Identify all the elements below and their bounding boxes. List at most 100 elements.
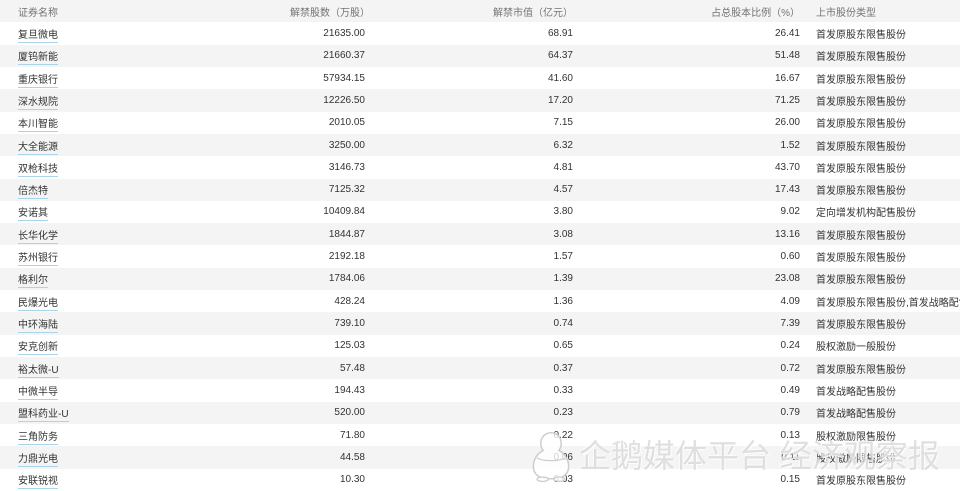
unlock-market-value: 0.22	[553, 429, 573, 441]
share-type-value: 首发原股东限售股份,首发战略配售股份	[816, 297, 960, 309]
unlock-market-value: 0.33	[553, 384, 573, 396]
share-type-value: 首发原股东限售股份	[816, 364, 906, 376]
unlock-market-value: 0.06	[553, 451, 573, 463]
security-name-link[interactable]: 三角防务	[18, 431, 58, 445]
equity-ratio-value: 0.15	[780, 474, 800, 486]
col-header-share-type: 上市股份类型	[816, 7, 876, 19]
unlock-shares-value: 520.00	[334, 407, 365, 419]
security-name-link[interactable]: 倍杰特	[18, 186, 48, 200]
share-type-value: 定向增发机构配售股份	[816, 208, 916, 220]
col-header-security-name: 证券名称	[18, 7, 58, 19]
security-name-link[interactable]: 复旦微电	[18, 29, 58, 43]
table-row: 裕太微-U 57.48 0.37 0.72 首发原股东限售股份	[0, 357, 960, 380]
equity-ratio-value: 0.13	[780, 429, 800, 441]
equity-ratio-value: 26.41	[774, 27, 800, 39]
security-name-link[interactable]: 深水规院	[18, 96, 58, 110]
unlock-market-value: 7.15	[553, 117, 573, 129]
table-row: 大全能源 3250.00 6.32 1.52 首发原股东限售股份	[0, 133, 960, 157]
equity-ratio-value: 0.49	[780, 384, 800, 396]
security-name-link[interactable]: 重庆银行	[18, 74, 58, 88]
unlock-market-value: 4.81	[553, 161, 573, 173]
table-row: 民爆光电 428.24 1.36 4.09 首发原股东限售股份,首发战略配售股份	[0, 290, 960, 313]
security-name-link[interactable]: 裕太微-U	[18, 364, 59, 378]
unlock-market-value: 4.57	[553, 184, 573, 196]
equity-ratio-value: 71.25	[774, 94, 800, 106]
share-type-value: 首发原股东限售股份	[816, 476, 906, 488]
unlock-shares-value: 2010.05	[328, 117, 365, 129]
table-row: 三角防务 71.80 0.22 0.13 股权激励限售股份	[0, 423, 960, 447]
table-row: 双枪科技 3146.73 4.81 43.70 首发原股东限售股份	[0, 156, 960, 179]
security-name-link[interactable]: 格利尔	[18, 275, 48, 289]
security-name-link[interactable]: 大全能源	[18, 141, 58, 155]
unlock-shares-value: 57934.15	[323, 72, 365, 84]
share-type-value: 首发战略配售股份	[816, 386, 896, 398]
security-name-link[interactable]: 厦钨新能	[18, 52, 58, 66]
unlock-shares-value: 10.30	[339, 474, 365, 486]
col-header-equity-ratio: 占总股本比例（%）	[711, 7, 800, 19]
share-type-value: 首发战略配售股份	[816, 409, 896, 421]
security-name-link[interactable]: 力鼎光电	[18, 453, 58, 467]
unlock-market-value: 1.57	[553, 251, 573, 263]
table-row: 倍杰特 7125.32 4.57 17.43 首发原股东限售股份	[0, 178, 960, 201]
unlock-market-value: 0.37	[553, 362, 573, 374]
equity-ratio-value: 13.16	[774, 228, 800, 240]
security-name-link[interactable]: 苏州银行	[18, 253, 58, 267]
share-type-value: 首发原股东限售股份	[816, 52, 906, 64]
share-type-value: 股权激励限售股份	[816, 453, 896, 465]
share-type-value: 首发原股东限售股份	[816, 186, 906, 198]
security-name-link[interactable]: 安克创新	[18, 342, 58, 356]
unlock-shares-value: 44.58	[339, 451, 365, 463]
table-row: 复旦微电 21635.00 68.91 26.41 首发原股东限售股份	[0, 22, 960, 45]
equity-ratio-value: 9.02	[780, 206, 800, 218]
unlock-market-value: 64.37	[547, 50, 573, 62]
table-row: 长华化学 1844.87 3.08 13.16 首发原股东限售股份	[0, 223, 960, 246]
share-type-value: 首发原股东限售股份	[816, 119, 906, 131]
equity-ratio-value: 0.24	[780, 340, 800, 352]
table-row: 安诺其 10409.84 3.80 9.02 定向增发机构配售股份	[0, 200, 960, 224]
unlock-market-value: 3.08	[553, 228, 573, 240]
unlock-market-value: 0.65	[553, 340, 573, 352]
security-name-link[interactable]: 长华化学	[18, 230, 58, 244]
security-name-link[interactable]: 安联锐视	[18, 476, 58, 490]
equity-ratio-value: 17.43	[774, 184, 800, 196]
equity-ratio-value: 26.00	[774, 117, 800, 129]
security-name-link[interactable]: 中微半导	[18, 386, 58, 400]
equity-ratio-value: 7.39	[780, 318, 800, 330]
table-row: 格利尔 1784.06 1.39 23.08 首发原股东限售股份	[0, 267, 960, 291]
equity-ratio-value: 23.08	[774, 273, 800, 285]
share-type-value: 股权激励限售股份	[816, 431, 896, 443]
header-row: 证券名称 解禁股数（万股） 解禁市值（亿元） 占总股本比例（%） 上市股份类型	[0, 0, 960, 23]
unlock-shares-value: 1844.87	[328, 228, 365, 240]
share-type-value: 首发原股东限售股份	[816, 141, 906, 153]
table-row: 力鼎光电 44.58 0.06 0.11 股权激励限售股份	[0, 446, 960, 469]
unlock-market-value: 0.23	[553, 407, 573, 419]
table-row: 苏州银行 2192.18 1.57 0.60 首发原股东限售股份	[0, 245, 960, 268]
col-header-unlock-value: 解禁市值（亿元）	[493, 7, 573, 19]
unlock-market-value: 0.74	[553, 318, 573, 330]
security-name-link[interactable]: 民爆光电	[18, 297, 58, 311]
share-type-value: 股权激励一般股份	[816, 342, 896, 354]
security-name-link[interactable]: 本川智能	[18, 119, 58, 133]
unlock-shares-value: 428.24	[334, 295, 365, 307]
unlock-shares-value: 739.10	[334, 318, 365, 330]
table-row: 中环海陆 739.10 0.74 7.39 首发原股东限售股份	[0, 312, 960, 335]
security-name-link[interactable]: 安诺其	[18, 208, 48, 222]
unlock-market-value: 0.03	[553, 474, 573, 486]
equity-ratio-value: 51.48	[774, 50, 800, 62]
unlock-shares-value: 3146.73	[328, 161, 365, 173]
unlock-market-value: 1.36	[553, 295, 573, 307]
security-name-link[interactable]: 中环海陆	[18, 320, 58, 334]
unlock-shares-value: 194.43	[334, 384, 365, 396]
unlock-shares-value: 2192.18	[328, 251, 365, 263]
unlock-market-value: 3.80	[553, 206, 573, 218]
share-type-value: 首发原股东限售股份	[816, 96, 906, 108]
table-row: 安克创新 125.03 0.65 0.24 股权激励一般股份	[0, 334, 960, 357]
security-name-link[interactable]: 盟科药业-U	[18, 409, 69, 423]
unlock-market-value: 6.32	[553, 139, 573, 151]
share-type-value: 首发原股东限售股份	[816, 253, 906, 265]
table-row: 重庆银行 57934.15 41.60 16.67 首发原股东限售股份	[0, 66, 960, 90]
unlock-shares-value: 57.48	[339, 362, 365, 374]
unlock-shares-value: 1784.06	[328, 273, 365, 285]
security-name-link[interactable]: 双枪科技	[18, 163, 58, 177]
